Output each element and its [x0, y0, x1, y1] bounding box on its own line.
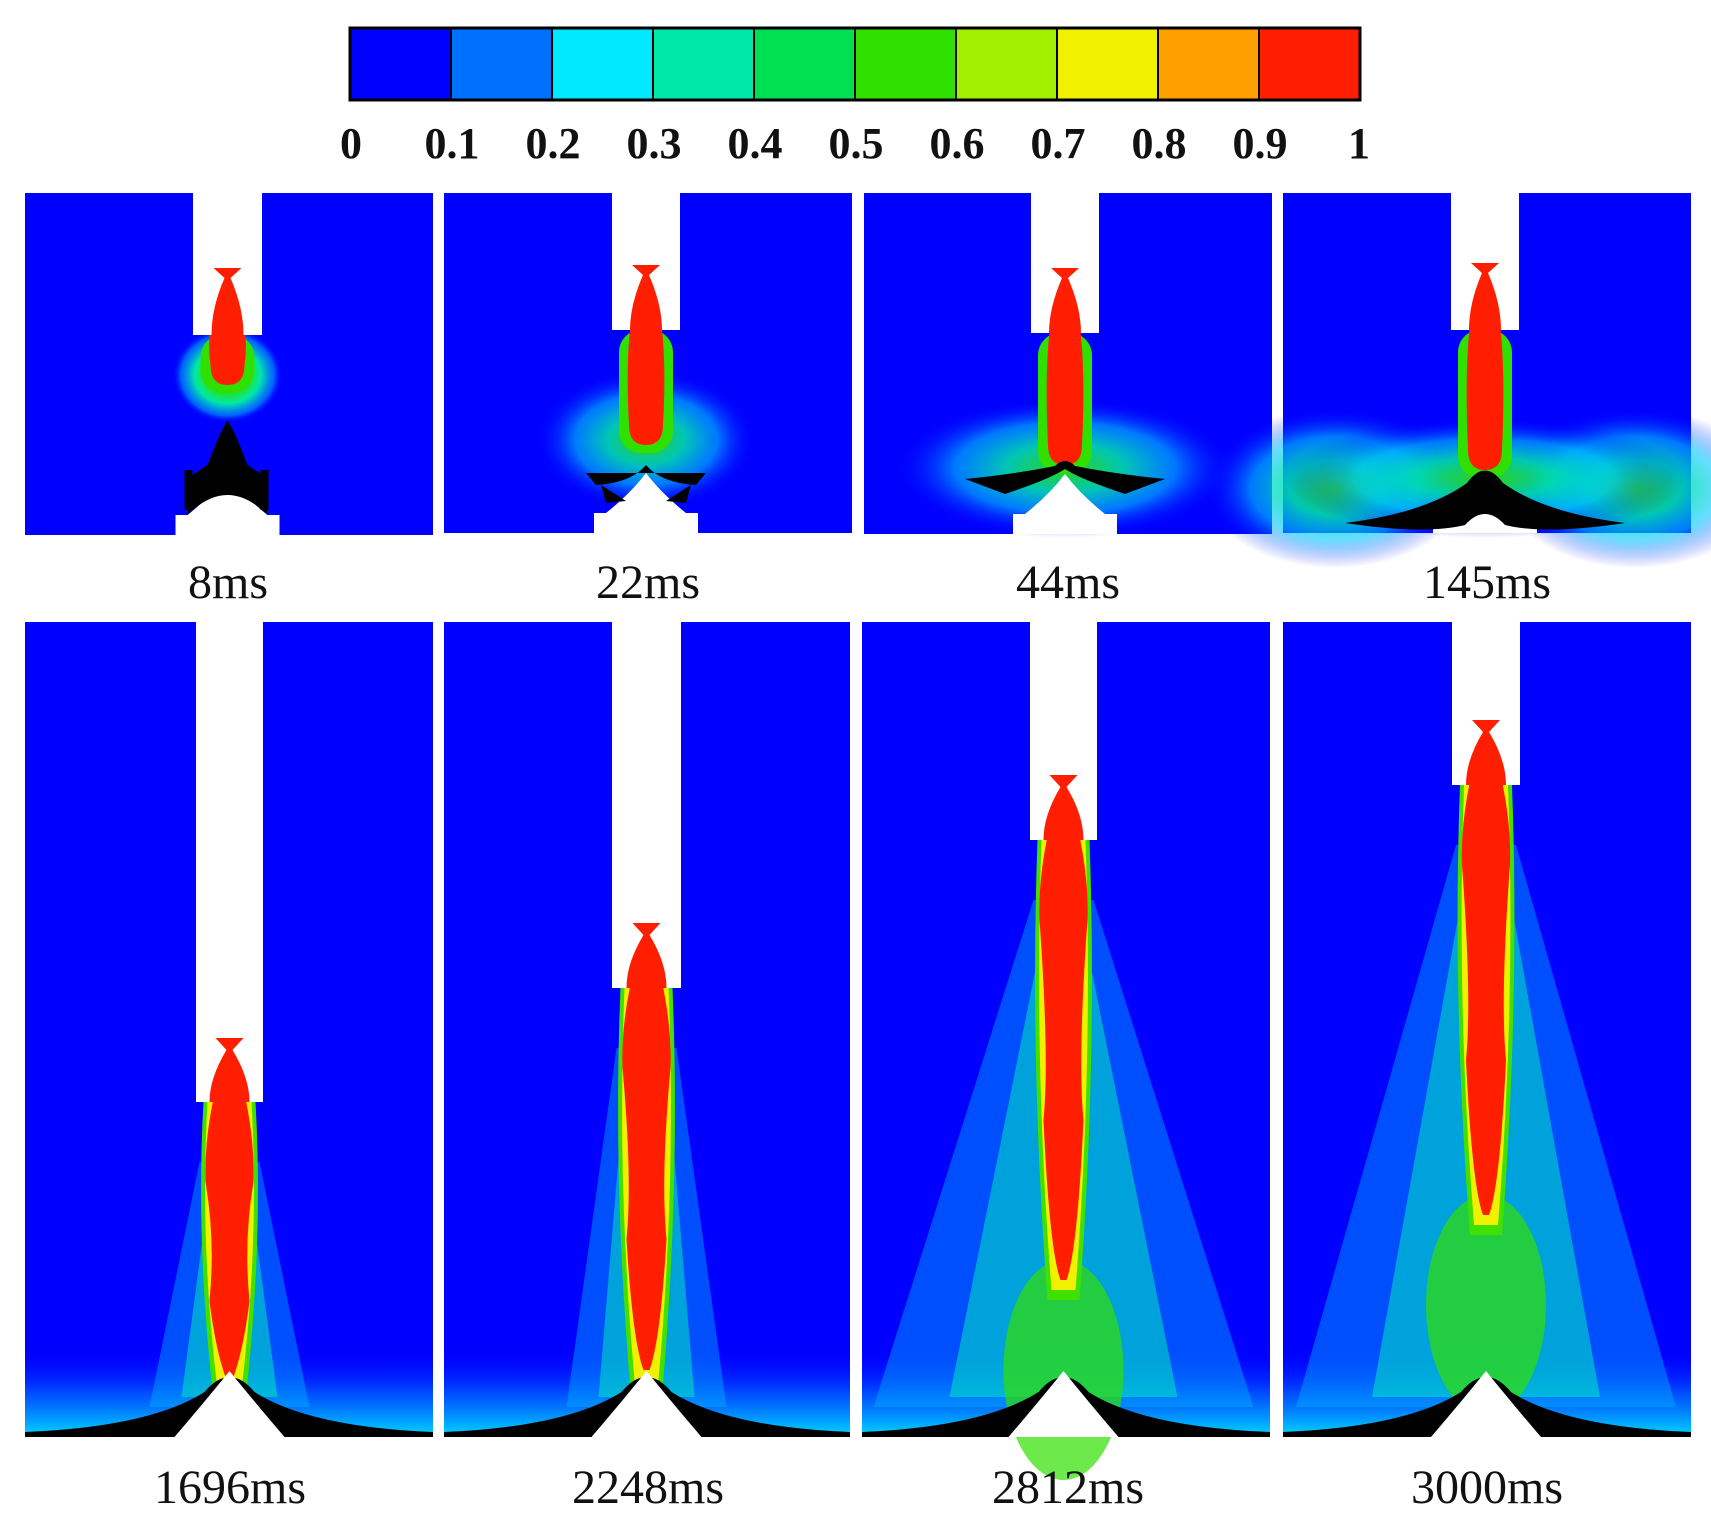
- jet-core-tip: [626, 923, 667, 988]
- panel-bottom-3: [1283, 622, 1691, 1437]
- base-wall: [1013, 514, 1117, 534]
- panel-bottom-1: [444, 622, 850, 1437]
- colorbar-frame: [348, 26, 1362, 102]
- colorbar-tick-label: 0: [340, 119, 362, 168]
- colorbar-tick-label: 0.6: [930, 119, 985, 168]
- panel-top-1: [444, 193, 852, 533]
- colorbar-tick-label: 0.4: [728, 119, 783, 168]
- colorbar-segment: [855, 28, 957, 100]
- jet-core: [1039, 775, 1088, 1280]
- impingement-bump: [1431, 1371, 1541, 1437]
- solid-deposit: [601, 485, 626, 503]
- colorbar-tick-label: 0.2: [526, 119, 581, 168]
- colorbar: 0 0.1 0.2 0.3 0.4 0.5 0.6 0.7 0.8 0.9 1: [340, 26, 1370, 168]
- colorbar-segment: [1057, 28, 1159, 100]
- impingement-bump: [591, 1371, 702, 1437]
- colorbar-segment: [956, 28, 1058, 100]
- time-label-2812ms: 2812ms: [992, 1461, 1144, 1514]
- jet-core-tip: [1049, 268, 1081, 333]
- jet-core-tip: [1043, 775, 1084, 840]
- colorbar-segment: [451, 28, 553, 100]
- impingement-bump: [1025, 474, 1105, 514]
- time-label-2248ms: 2248ms: [572, 1461, 724, 1514]
- time-label-22ms: 22ms: [596, 556, 700, 609]
- jet-core-tip: [630, 265, 662, 330]
- solid-deposit: [965, 461, 1165, 494]
- colorbar-tick-label: 0.9: [1233, 119, 1288, 168]
- solid-deposit: [187, 420, 268, 515]
- colorbar-tick-label: 0.1: [425, 119, 480, 168]
- colorbar-segment: [552, 28, 654, 100]
- colorbar-segment: [653, 28, 755, 100]
- nozzle-wall: [196, 622, 263, 1102]
- impingement-bump: [606, 473, 686, 513]
- impingement-bump: [174, 1371, 285, 1437]
- time-labels: 8ms 22ms 44ms 145ms 1696ms 2248ms 2812ms…: [154, 556, 1563, 1514]
- panel-top-2: [864, 193, 1272, 538]
- snapshot-panels: [25, 193, 1711, 1480]
- colorbar-segment: [350, 28, 452, 100]
- plume-green-zone: [1426, 1195, 1546, 1415]
- panel-top-0: [25, 193, 433, 535]
- jet-core: [622, 923, 671, 1370]
- colorbar-tick-label: 0.8: [1132, 119, 1187, 168]
- jet-core-tip: [209, 1038, 250, 1102]
- jet-core: [205, 1038, 254, 1380]
- solid-deposit: [260, 470, 269, 510]
- colorbar-segment: [1158, 28, 1260, 100]
- time-label-3000ms: 3000ms: [1411, 1461, 1563, 1514]
- solid-deposit: [1345, 470, 1625, 530]
- time-label-8ms: 8ms: [188, 556, 268, 609]
- jet-core-tip: [1466, 720, 1506, 785]
- time-label-145ms: 145ms: [1423, 556, 1551, 609]
- colorbar-segments: [350, 28, 1361, 100]
- impingement-bump: [1008, 1371, 1119, 1437]
- solid-deposit: [586, 465, 706, 485]
- panel-bottom-2: [862, 622, 1270, 1480]
- colorbar-segment: [1259, 28, 1361, 100]
- colorbar-tick-label: 0.7: [1031, 119, 1086, 168]
- colorbar-tick-labels: 0 0.1 0.2 0.3 0.4 0.5 0.6 0.7 0.8 0.9 1: [340, 119, 1370, 168]
- base-wall: [175, 515, 280, 535]
- jet-core-tip: [211, 268, 244, 335]
- solid-deposit: [666, 485, 691, 503]
- panel-bottom-0: [25, 622, 433, 1437]
- panel-top-3: [1205, 193, 1711, 568]
- time-label-44ms: 44ms: [1016, 556, 1120, 609]
- colorbar-segment: [754, 28, 856, 100]
- jet-core: [1461, 720, 1511, 1215]
- jet-core-tip: [1469, 263, 1501, 330]
- colorbar-tick-label: 0.5: [829, 119, 884, 168]
- colorbar-tick-label: 0.3: [627, 119, 682, 168]
- time-label-1696ms: 1696ms: [154, 1461, 306, 1514]
- base-wall: [594, 513, 698, 533]
- colorbar-tick-label: 1: [1348, 119, 1370, 168]
- solid-deposit: [184, 470, 193, 510]
